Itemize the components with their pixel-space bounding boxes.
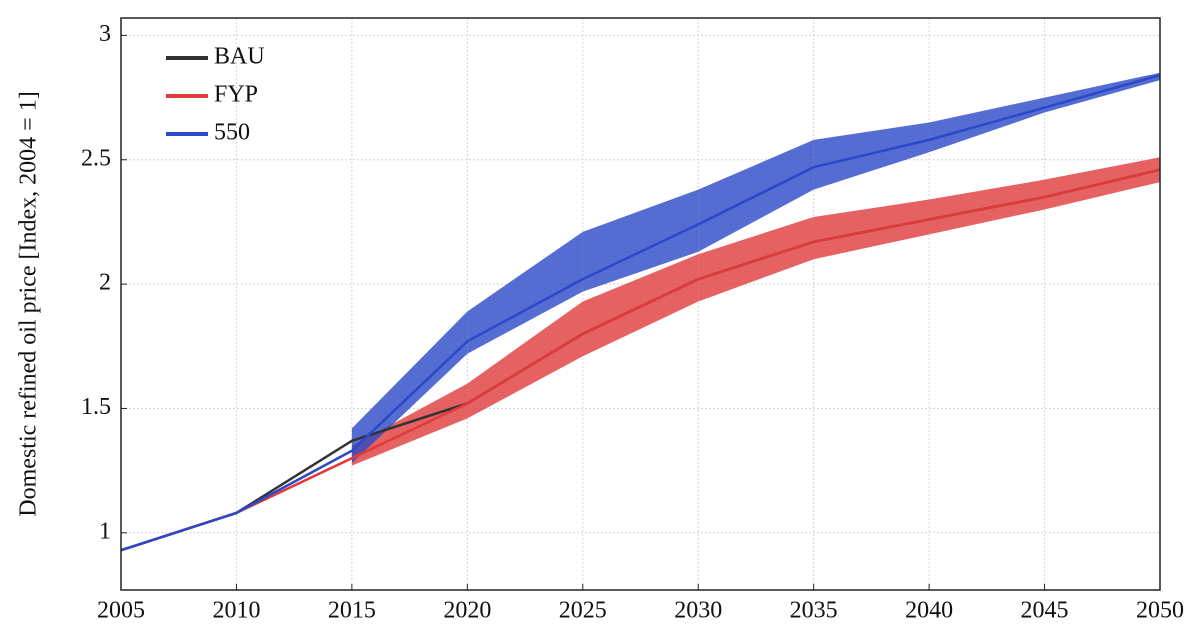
band [813, 122, 930, 190]
x-tick-label: 2035 [790, 598, 838, 624]
y-axis-label: Domestic refined oil price [Index, 2004 … [16, 91, 42, 516]
x-tick-label: 2025 [559, 598, 607, 624]
band [351, 311, 468, 464]
x-tick-label: 2050 [1136, 598, 1184, 624]
band [467, 301, 583, 419]
y-tick-label: 2.5 [81, 145, 111, 171]
line [120, 168, 1161, 552]
x-tick-label: 2040 [905, 598, 953, 624]
legend-label: 550 [214, 120, 250, 146]
y-tick-label: 3 [99, 21, 111, 47]
x-tick-label: 2010 [212, 598, 260, 624]
x-tick-label: 2030 [674, 598, 722, 624]
y-tick-label: 2 [99, 270, 111, 296]
x-tick-label: 2005 [97, 598, 145, 624]
y-tick-label: 1 [99, 518, 111, 544]
line [120, 73, 1161, 552]
legend-label: FYP [214, 82, 258, 108]
x-tick-label: 2045 [1021, 598, 1069, 624]
band [467, 231, 583, 354]
plot-frame [120, 17, 1161, 591]
legend-label: BAU [214, 44, 265, 70]
y-tick-label: 1.5 [81, 394, 111, 420]
x-tick-label: 2015 [328, 598, 376, 624]
x-tick-label: 2020 [443, 598, 491, 624]
